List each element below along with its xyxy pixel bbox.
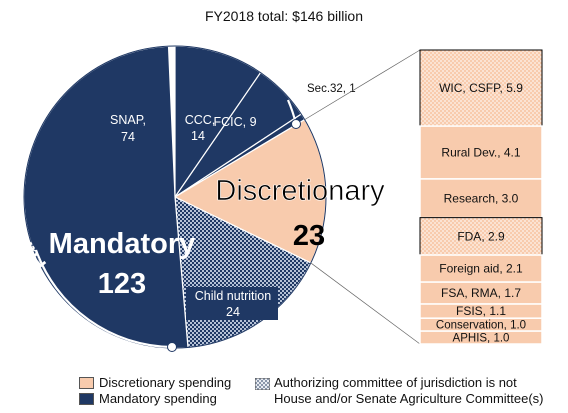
breakdown-label-fda-2-9: FDA, 2.9 — [457, 229, 505, 243]
slice-label-snap-value: 74 — [121, 130, 135, 144]
breakdown-segment-foreign-aid-2-1 — [419, 254, 543, 283]
breakdown-label-wic-csfp-5-9: WIC, CSFP, 5.9 — [439, 81, 523, 95]
breakdown-label-aphis-1-0: APHIS, 1.0 — [453, 333, 510, 345]
breakdown-label-fsis-1-1: FSIS, 1.1 — [456, 304, 506, 318]
breakdown-segment-aphis-1-0 — [419, 330, 543, 345]
slice-label-ccc-name: CCC, — [185, 113, 216, 127]
breakdown-segment-research-3-0 — [419, 178, 543, 219]
pie-slice-snap — [23, 45, 189, 349]
mandatory-group-value: 123 — [98, 268, 146, 300]
breakdown-segment-rural-dev-4-1 — [419, 125, 543, 180]
breakdown-label-research-3-0: Research, 3.0 — [444, 191, 519, 205]
breakdown-label-rural-dev-4-1: Rural Dev., 4.1 — [441, 146, 520, 160]
brace-dot-top — [291, 119, 301, 129]
slice-label-snap-name: SNAP, — [110, 113, 146, 127]
legend-swatch-mandatory — [79, 393, 94, 405]
slice-label-child-nutrition-name: Child nutrition — [195, 289, 271, 303]
mandatory-group-label: Mandatory — [49, 228, 196, 260]
breakdown-segment-wic-csfp-5-9 — [419, 49, 543, 127]
legend-discretionary: Discretionary spending — [99, 375, 232, 390]
breakdown-connectors — [304, 49, 421, 345]
legend-mandatory: Mandatory spending — [99, 391, 217, 406]
slice-label-fcic: FCIC, 9 — [213, 115, 256, 129]
legend-swatch-hatched — [255, 378, 270, 390]
breakdown-bar: WIC, CSFP, 5.9 Rural Dev., 4.1 Research, 3… — [419, 49, 543, 345]
slice-label-child-nutrition-value: 24 — [226, 305, 240, 319]
slice-label-sec32: Sec.32, 1 — [307, 83, 356, 95]
legend-hatched-line1: Authorizing committee of jurisdiction is… — [274, 375, 517, 390]
pie-slices: SNAP, 74 CCC, 14 FCIC, 9 Sec.32, 1 Discretiona… — [23, 45, 385, 349]
chart-title: FY2018 total: $146 billion — [205, 8, 363, 24]
discretionary-group-label: Discretionary — [215, 175, 385, 207]
brace-arc-lower — [34, 249, 173, 349]
brace-dot-bottom — [167, 342, 177, 352]
breakdown-segment-fda-2-9 — [419, 217, 543, 256]
child-nutrition-label-box — [186, 287, 278, 320]
connector-top — [304, 49, 421, 120]
slice-label-ccc-value: 14 — [191, 129, 205, 143]
breakdown-label-fsa-rma-1-7: FSA, RMA, 1.7 — [441, 286, 521, 300]
breakdown-label-foreign-aid-2-1: Foreign aid, 2.1 — [439, 262, 523, 276]
discretionary-group-value: 23 — [293, 220, 325, 252]
breakdown-label-conservation-1-0: Conservation, 1.0 — [436, 320, 526, 332]
farm-bill-brace — [34, 99, 301, 352]
connector-bottom — [310, 262, 421, 345]
legend-hatched-line2: House and/or Senate Agriculture Committe… — [274, 391, 544, 406]
legend-swatch-discretionary — [79, 377, 94, 389]
